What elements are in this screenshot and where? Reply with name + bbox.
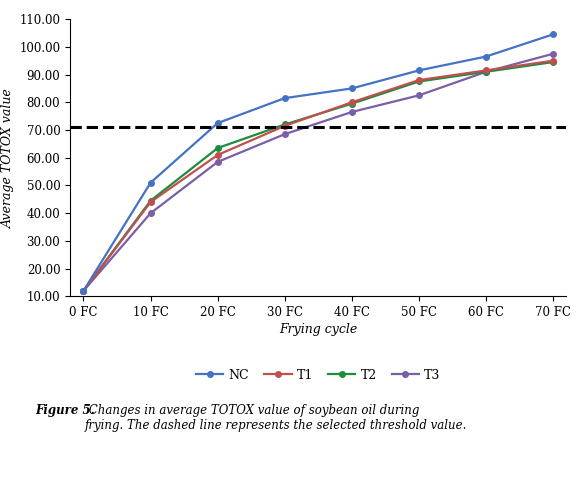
T3 [348, 109, 355, 115]
T2 [482, 69, 489, 75]
T2 [415, 79, 422, 85]
T3 [415, 93, 422, 98]
T1 [348, 99, 355, 105]
T2 [550, 59, 557, 65]
T1 [80, 288, 87, 293]
T1 [550, 58, 557, 64]
Text: Figure 5.: Figure 5. [35, 404, 95, 417]
Line: T3: T3 [81, 51, 556, 293]
NC [415, 67, 422, 73]
T2 [80, 288, 87, 293]
NC [281, 95, 288, 101]
T1 [214, 152, 221, 158]
Legend: NC, T1, T2, T3: NC, T1, T2, T3 [191, 364, 446, 387]
T1 [281, 123, 288, 129]
T1 [482, 67, 489, 73]
T1 [415, 77, 422, 83]
Y-axis label: Average TOTOX value: Average TOTOX value [2, 88, 15, 228]
NC [80, 288, 87, 293]
T3 [550, 51, 557, 57]
T2 [281, 121, 288, 127]
Line: T2: T2 [81, 59, 556, 293]
T3 [281, 131, 288, 137]
T1 [147, 199, 154, 205]
T3 [147, 210, 154, 216]
X-axis label: Frying cycle: Frying cycle [279, 323, 357, 336]
T3 [214, 159, 221, 165]
NC [550, 32, 557, 37]
NC [147, 180, 154, 185]
NC [482, 54, 489, 59]
T3 [80, 288, 87, 293]
T2 [348, 101, 355, 107]
T2 [214, 145, 221, 151]
T2 [147, 198, 154, 204]
NC [214, 120, 221, 126]
Line: NC: NC [81, 32, 556, 293]
Line: T1: T1 [81, 58, 556, 293]
T3 [482, 69, 489, 75]
Text: Changes in average TOTOX value of soybean oil during
frying. The dashed line rep: Changes in average TOTOX value of soybea… [85, 404, 467, 432]
NC [348, 86, 355, 91]
